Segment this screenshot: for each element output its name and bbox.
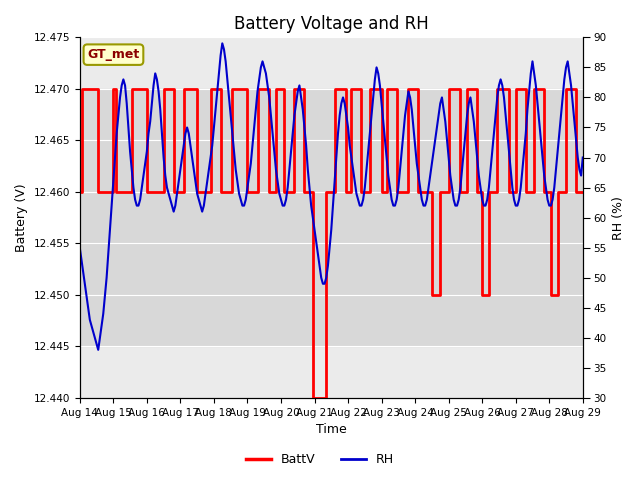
Bar (80, 89, 583, 347)
Text: GT_met: GT_met (87, 48, 140, 61)
Legend: BattV, RH: BattV, RH (241, 448, 399, 471)
Y-axis label: Battery (V): Battery (V) (15, 183, 28, 252)
Y-axis label: RH (%): RH (%) (612, 196, 625, 240)
Title: Battery Voltage and RH: Battery Voltage and RH (234, 15, 429, 33)
X-axis label: Time: Time (316, 423, 347, 436)
